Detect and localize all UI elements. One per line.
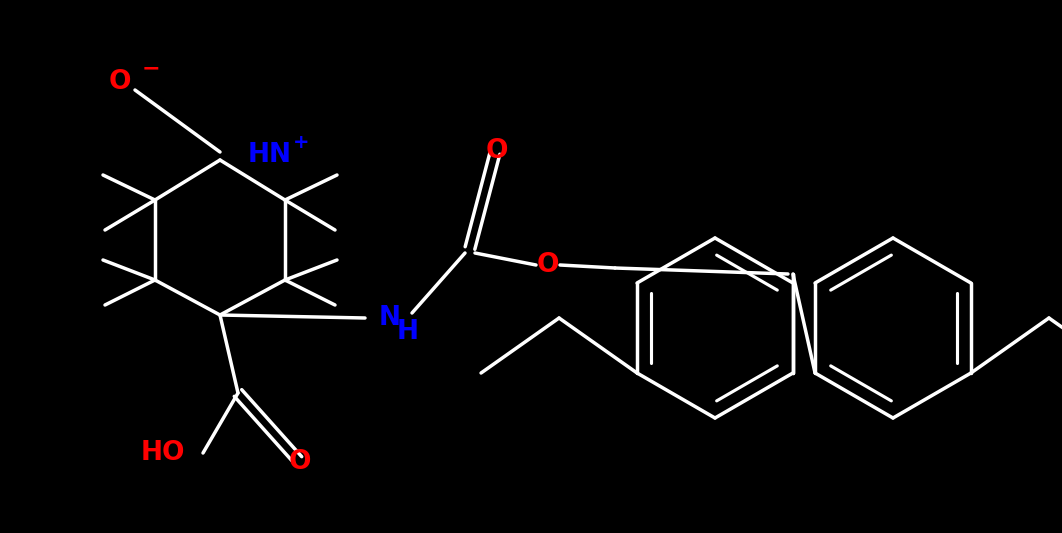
Text: O: O — [289, 449, 311, 475]
Text: HO: HO — [140, 440, 185, 466]
Text: O: O — [485, 138, 509, 164]
Text: −: − — [142, 58, 160, 78]
Text: HN: HN — [249, 142, 292, 168]
Text: +: + — [293, 133, 309, 151]
Text: O: O — [108, 69, 132, 95]
Text: H: H — [397, 319, 419, 345]
Text: N: N — [379, 305, 401, 331]
Text: O: O — [536, 252, 560, 278]
